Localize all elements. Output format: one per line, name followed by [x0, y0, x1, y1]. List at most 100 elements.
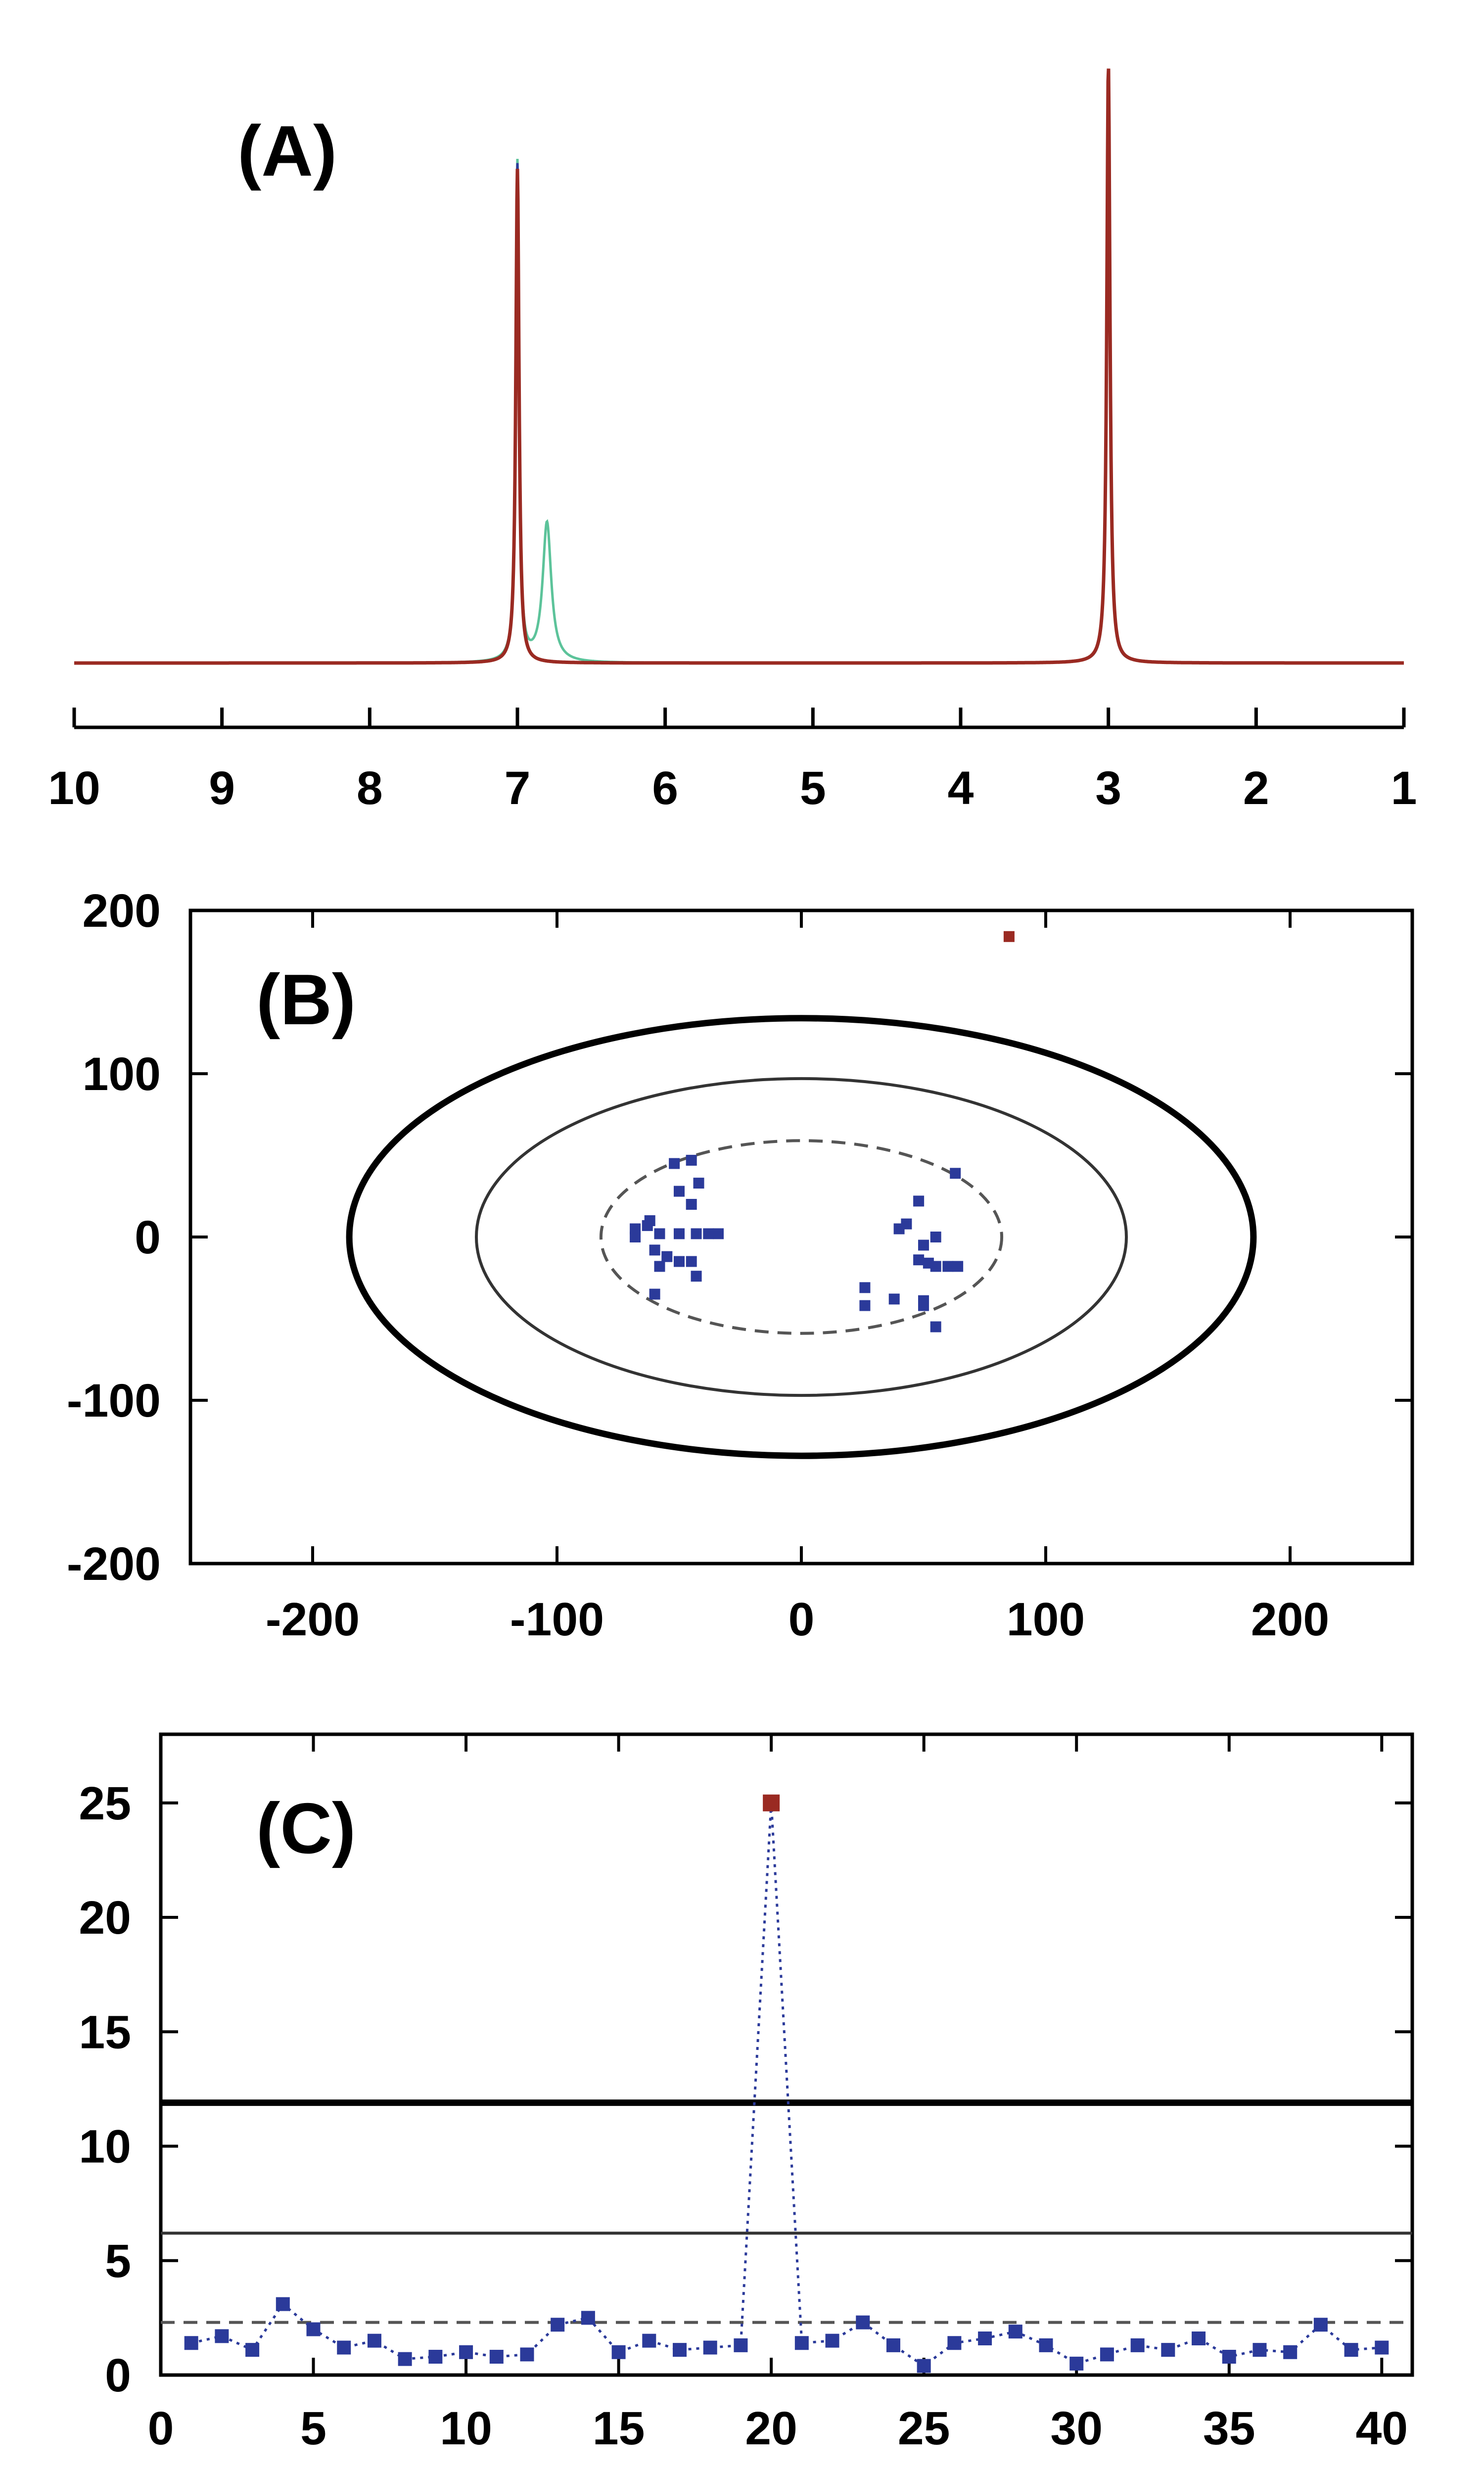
- data-point: [1008, 2325, 1022, 2339]
- scatter-point: [649, 1244, 660, 1256]
- panel-b-axes: -200 -100 0 100 200 -200 -100 0 100 200: [67, 885, 1412, 1646]
- x-tick-label: 5: [800, 762, 826, 814]
- panel-b-label: (B): [256, 959, 356, 1040]
- data-point: [642, 2333, 656, 2348]
- panel-b-ellipses: [346, 1015, 1257, 1459]
- x-tick-label: 15: [593, 2402, 645, 2455]
- scatter-point: [930, 1232, 941, 1242]
- data-point: [1130, 2338, 1145, 2352]
- data-point: [917, 2359, 931, 2373]
- x-tick-label: 30: [1050, 2402, 1103, 2455]
- x-tick-label: 6: [652, 762, 678, 814]
- x-tick-label: 2: [1243, 762, 1269, 814]
- x-tick-label: 0: [148, 2402, 174, 2455]
- data-point: [611, 2345, 626, 2359]
- y-tick-label: 0: [105, 2349, 131, 2402]
- y-tick-label: 200: [82, 885, 161, 937]
- dashed-ellipse: [599, 1139, 1004, 1335]
- y-tick-label: 20: [79, 1892, 131, 1944]
- data-point: [825, 2333, 839, 2348]
- x-tick-label: 8: [357, 762, 383, 814]
- data-point: [886, 2338, 900, 2352]
- x-tick-label: 25: [898, 2402, 950, 2455]
- scatter-point: [686, 1154, 697, 1166]
- x-tick-label: 7: [505, 762, 531, 814]
- panel-c-threshold-lines: [161, 2099, 1412, 2324]
- data-point: [184, 2336, 198, 2350]
- data-point: [1100, 2347, 1114, 2362]
- data-point: [215, 2329, 229, 2343]
- data-point: [276, 2297, 290, 2311]
- scatter-point: [674, 1228, 685, 1239]
- scatter-point: [859, 1300, 871, 1311]
- x-tick-label: 100: [1007, 1593, 1085, 1646]
- data-point: [673, 2343, 687, 2357]
- panel-c-label: (C): [256, 1788, 356, 1868]
- scatter-point: [654, 1261, 665, 1272]
- x-tick-label: 10: [440, 2402, 492, 2455]
- scatter-point: [686, 1199, 697, 1210]
- y-tick-label: -200: [67, 1538, 161, 1590]
- x-tick-label: 35: [1203, 2402, 1255, 2455]
- x-tick-label: 200: [1251, 1593, 1330, 1646]
- scatter-point: [930, 1321, 941, 1332]
- data-point: [1039, 2338, 1053, 2352]
- data-point: [856, 2315, 870, 2330]
- data-point: [947, 2336, 962, 2350]
- data-point: [428, 2350, 443, 2364]
- x-tick-label: 10: [48, 762, 100, 814]
- scatter-point: [913, 1195, 925, 1207]
- data-point: [367, 2333, 381, 2348]
- scatter-point: [642, 1220, 653, 1231]
- data-point: [1375, 2340, 1389, 2355]
- scatter-point: [674, 1256, 685, 1267]
- x-tick-label: -100: [510, 1593, 604, 1646]
- panel-b: (B) -200 -100 0 100 200 -200 -100 0 100 200: [67, 885, 1414, 1646]
- data-point: [489, 2350, 504, 2364]
- scatter-point: [669, 1158, 680, 1169]
- scatter-point: [674, 1186, 685, 1197]
- x-tick-label: 5: [300, 2402, 326, 2455]
- scatter-point: [950, 1168, 961, 1179]
- scatter-point: [952, 1261, 964, 1272]
- data-point: [1192, 2331, 1206, 2345]
- data-point: [703, 2340, 717, 2355]
- data-point: [520, 2347, 534, 2362]
- scatter-point: [859, 1282, 871, 1293]
- panel-a-x-axis: 10 9 8 7 6 5 4 3 2 1: [48, 708, 1417, 814]
- panel-c: (C) 0 5 10 15 20 25 30 35 40 0 5 10 15 20 25: [79, 1732, 1414, 2455]
- data-point: [306, 2322, 321, 2336]
- data-point: [337, 2340, 351, 2355]
- data-point: [1069, 2356, 1084, 2371]
- scatter-point: [913, 1254, 925, 1266]
- x-tick-label: 20: [745, 2402, 797, 2455]
- x-tick-label: 0: [788, 1593, 815, 1646]
- x-tick-label: 4: [948, 762, 974, 814]
- data-point: [459, 2345, 473, 2359]
- panel-c-series: [184, 1794, 1389, 2373]
- scatter-point: [703, 1228, 714, 1239]
- scatter-point: [691, 1228, 702, 1239]
- data-point: [245, 2343, 260, 2357]
- solid-ellipse: [474, 1077, 1128, 1397]
- x-tick-label: 40: [1355, 2402, 1408, 2455]
- panel-a-series: [74, 68, 1404, 665]
- y-tick-label: -100: [67, 1375, 161, 1427]
- data-point: [978, 2331, 992, 2345]
- y-tick-label: 15: [79, 2006, 131, 2058]
- x-tick-label: 1: [1391, 762, 1417, 814]
- y-tick-label: 25: [79, 1777, 131, 1830]
- scatter-point: [691, 1271, 702, 1282]
- data-point: [581, 2311, 595, 2325]
- panel-a-label: (A): [237, 111, 337, 191]
- panel-b-points: [630, 931, 1015, 1332]
- scatter-point: [686, 1256, 697, 1267]
- scatter-point: [713, 1228, 724, 1239]
- scatter-point: [942, 1261, 954, 1272]
- scatter-point: [693, 1178, 704, 1189]
- scatter-point: [649, 1288, 660, 1300]
- data-point: [1252, 2343, 1267, 2357]
- y-tick-label: 100: [82, 1048, 161, 1100]
